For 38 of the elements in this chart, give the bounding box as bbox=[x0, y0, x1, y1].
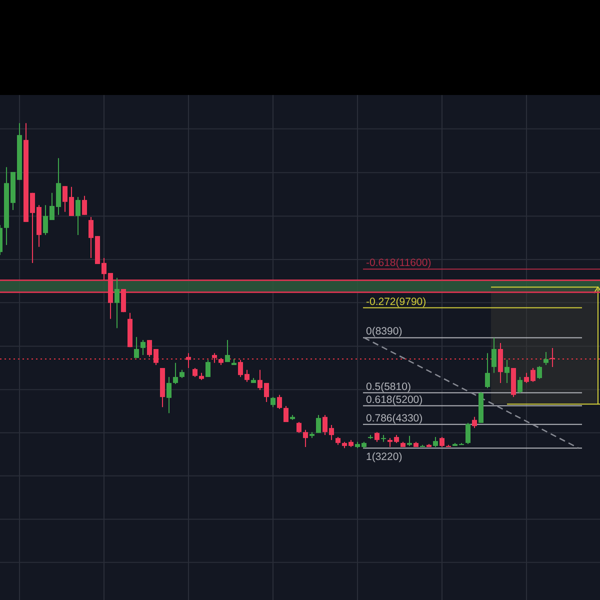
candlestick bbox=[537, 366, 542, 380]
candlestick bbox=[270, 396, 276, 408]
candlestick bbox=[498, 342, 503, 384]
candlestick bbox=[82, 195, 87, 216]
candlestick bbox=[303, 429, 308, 448]
candlestick bbox=[440, 436, 444, 448]
candlestick bbox=[296, 422, 302, 434]
ref-line-label: -0.618(11600) bbox=[366, 257, 432, 270]
ref-line-label: 0(8390) bbox=[366, 326, 402, 338]
ref-line-label: -0.272(9790) bbox=[366, 296, 426, 308]
candlestick bbox=[134, 336, 139, 358]
candlestick bbox=[316, 414, 321, 434]
candlestick bbox=[485, 352, 490, 389]
candlestick bbox=[433, 436, 438, 448]
candlestick bbox=[186, 352, 191, 369]
candlestick bbox=[140, 340, 146, 356]
candlestick bbox=[277, 394, 282, 410]
candlestick bbox=[212, 352, 217, 364]
candlestick bbox=[466, 422, 470, 445]
candlestick bbox=[504, 359, 510, 384]
candlestick bbox=[407, 435, 412, 446]
candlestick bbox=[284, 406, 288, 423]
ref-line-label: 0.618(5200) bbox=[366, 394, 423, 406]
ref-line-label: 0.786(4330) bbox=[366, 412, 423, 424]
candlestick bbox=[76, 196, 80, 236]
candlestick bbox=[206, 359, 210, 378]
candlestick bbox=[492, 337, 496, 374]
candlestick bbox=[472, 416, 477, 429]
candlestick bbox=[173, 362, 178, 385]
ref-line-label: 0.5(5810) bbox=[366, 380, 411, 393]
candlestick bbox=[550, 347, 555, 368]
candlestick bbox=[544, 351, 548, 366]
candlestick bbox=[518, 376, 522, 394]
ref-line-label: 1(3220) bbox=[366, 451, 402, 464]
candlestick bbox=[166, 376, 172, 414]
candlestick bbox=[114, 277, 120, 329]
candlestick bbox=[374, 432, 380, 442]
candlestick bbox=[225, 340, 230, 363]
